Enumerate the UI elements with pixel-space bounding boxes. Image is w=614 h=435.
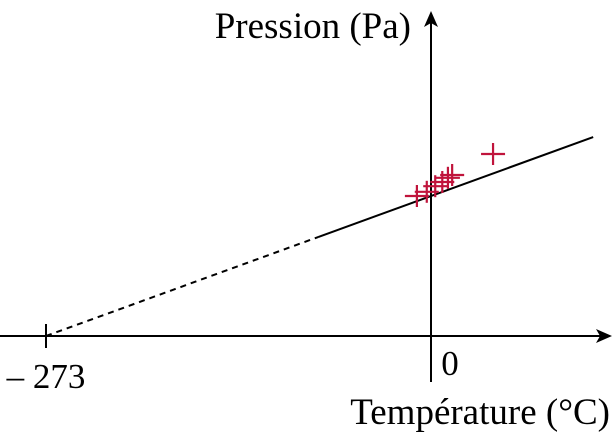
y-axis-arrowhead	[424, 11, 438, 27]
fit-line-measured-solid	[317, 136, 594, 238]
axes	[0, 11, 612, 382]
labels: Pression (Pa) Température (°C) – 273 0	[6, 6, 610, 433]
data-point	[435, 166, 460, 189]
y-axis-label: Pression (Pa)	[215, 6, 411, 47]
x-tick-label-zero: 0	[441, 344, 459, 383]
data-points	[404, 143, 506, 207]
data-point	[440, 164, 465, 186]
x-tick-label-minus-273: – 273	[6, 357, 86, 396]
fit-line	[45, 136, 594, 337]
data-point	[404, 185, 429, 207]
fit-line-extrapolated-dashed	[45, 236, 319, 337]
x-axis-label: Température (°C)	[350, 392, 610, 433]
data-point	[481, 143, 506, 165]
x-axis-arrowhead	[596, 329, 612, 343]
